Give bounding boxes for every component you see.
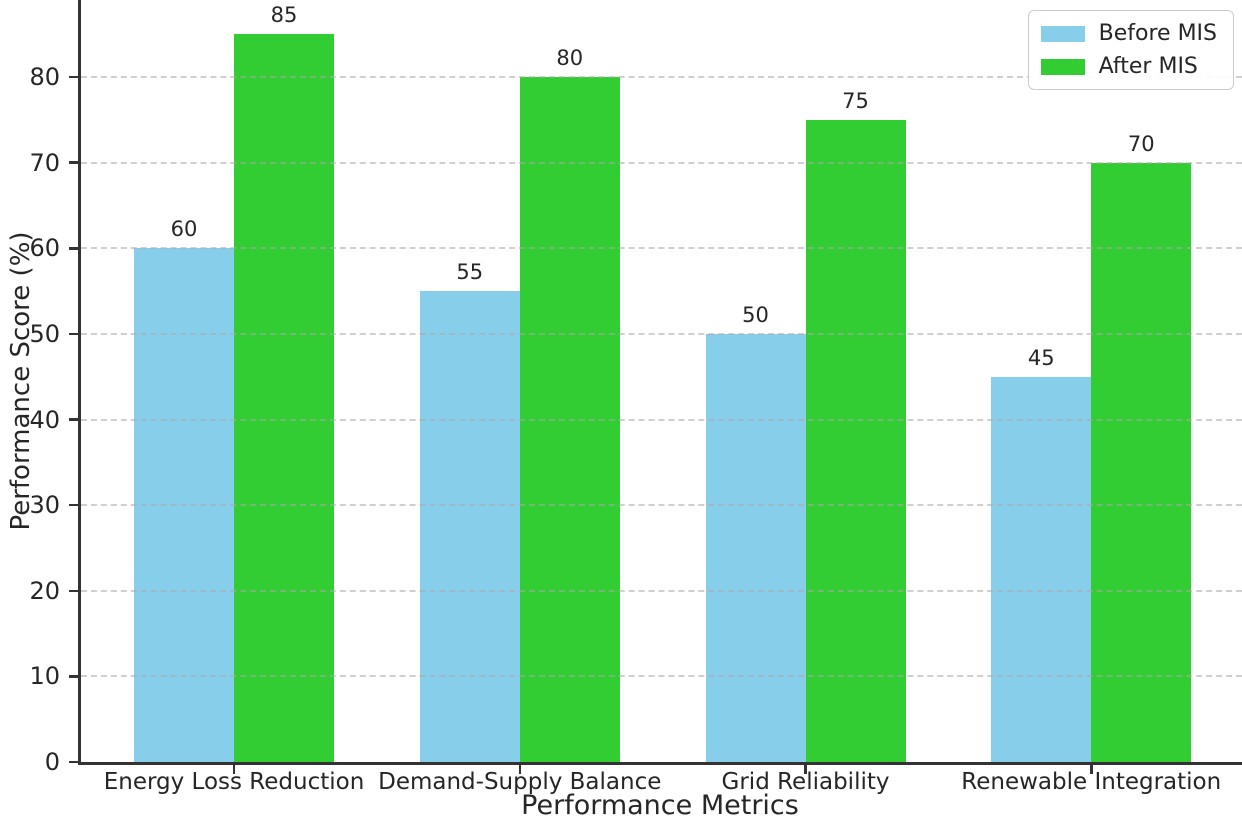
y-tick-mark-40	[69, 418, 78, 421]
bar-value-label: 55	[456, 260, 484, 285]
legend-item-after-mis: After MIS	[1040, 54, 1217, 79]
bar-after-mis-1	[519, 77, 620, 762]
x-axis-title: Performance Metrics	[521, 790, 799, 820]
plot-area: Before MIS After MIS 0 10 20 30 40 50 60 70 80 60…	[29, 0, 1242, 795]
y-tick-label: 20	[29, 576, 60, 605]
x-tick-label: Renewable Integration	[961, 769, 1222, 795]
bar-value-label: 85	[270, 3, 298, 28]
bar-before-mis-1	[419, 291, 520, 762]
legend-label-before-mis: Before MIS	[1098, 21, 1217, 46]
x-tick-mark-1	[518, 765, 521, 774]
y-tick-label: 0	[44, 748, 60, 776]
legend: Before MIS After MIS	[1027, 10, 1234, 90]
y-tick-label: 60	[29, 234, 60, 263]
x-tick-mark-2	[804, 765, 807, 774]
x-tick-label: Grid Reliability	[721, 769, 890, 795]
bar-value-label: 80	[556, 46, 584, 71]
y-tick-mark-50	[69, 332, 78, 336]
legend-swatch-after-mis	[1040, 58, 1085, 75]
bar-before-mis-0	[134, 248, 234, 762]
y-tick-label: 70	[29, 148, 60, 177]
y-tick-mark-10	[69, 675, 78, 678]
y-tick-mark-30	[69, 503, 78, 507]
y-tick-label: 10	[29, 662, 60, 691]
bar-value-label: 75	[842, 88, 869, 113]
legend-item-before-mis: Before MIS	[1040, 21, 1217, 46]
bar-value-label: 45	[1027, 345, 1055, 370]
bar-after-mis-3	[1091, 162, 1192, 762]
legend-label-after-mis: After MIS	[1098, 54, 1198, 79]
x-tick-mark-3	[1090, 765, 1093, 774]
y-tick-mark-20	[69, 589, 78, 592]
y-axis-title: Performance Score (%)	[6, 231, 36, 531]
y-tick-label: 80	[29, 63, 60, 92]
bar-before-mis-2	[705, 333, 806, 762]
bar-value-label: 50	[742, 302, 769, 327]
x-tick-label: Energy Loss Reduction	[103, 769, 365, 795]
y-tick-mark-70	[69, 161, 78, 164]
x-tick-label: Demand-Supply Balance	[378, 769, 662, 795]
y-tick-mark-60	[69, 247, 78, 250]
x-tick-mark-0	[232, 765, 236, 774]
bar-before-mis-3	[991, 376, 1092, 762]
y-tick-mark-0	[69, 760, 78, 764]
y-tick-label: 30	[29, 491, 60, 520]
bar-after-mis-0	[234, 34, 334, 762]
bar-value-label: 70	[1127, 131, 1155, 156]
bar-after-mis-2	[805, 119, 906, 762]
y-tick-label: 50	[29, 319, 60, 348]
y-tick-label: 40	[29, 405, 60, 434]
bar-value-label: 60	[170, 217, 198, 242]
legend-swatch-before-mis	[1040, 25, 1085, 42]
y-tick-mark-80	[69, 75, 78, 79]
